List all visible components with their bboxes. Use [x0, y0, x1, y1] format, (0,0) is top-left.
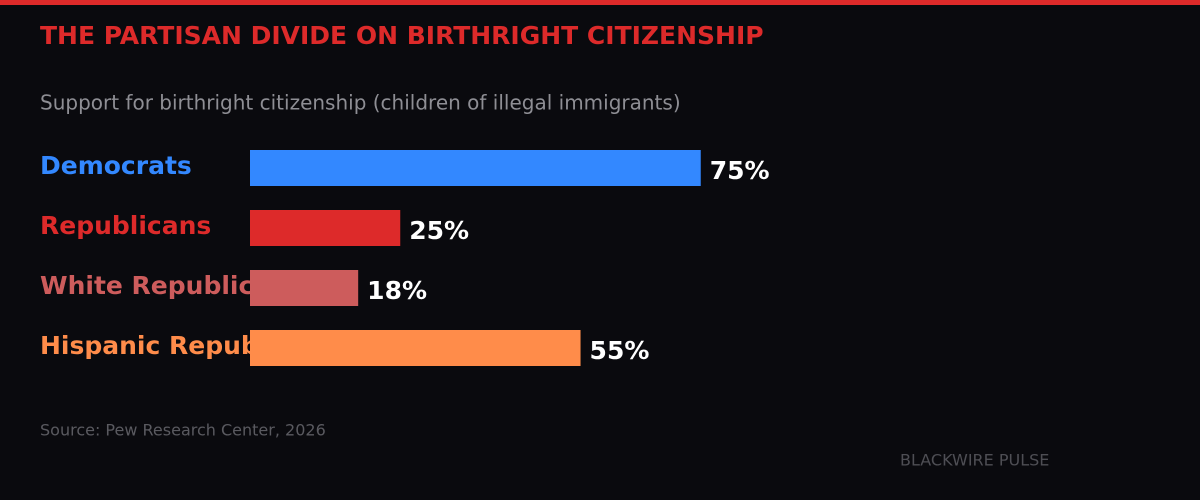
source-note: Source: Pew Research Center, 2026	[40, 421, 326, 440]
category-label: Democrats	[40, 151, 192, 180]
value-label: 75%	[710, 156, 770, 185]
value-label: 55%	[590, 336, 650, 365]
top-rule	[0, 0, 1200, 5]
value-label: 18%	[367, 276, 427, 305]
category-label: Republicans	[40, 211, 211, 240]
bar	[250, 210, 401, 246]
bar	[250, 330, 581, 366]
chart-subtitle: Support for birthright citizenship (chil…	[40, 91, 681, 115]
chart-title: THE PARTISAN DIVIDE ON BIRTHRIGHT CITIZE…	[40, 21, 764, 50]
bar	[250, 150, 701, 186]
brand: BLACKWIRE PULSE	[900, 451, 1049, 470]
bar	[250, 270, 359, 306]
value-label: 25%	[409, 216, 469, 245]
bars: 75% 25% 18% 55%	[250, 150, 770, 366]
